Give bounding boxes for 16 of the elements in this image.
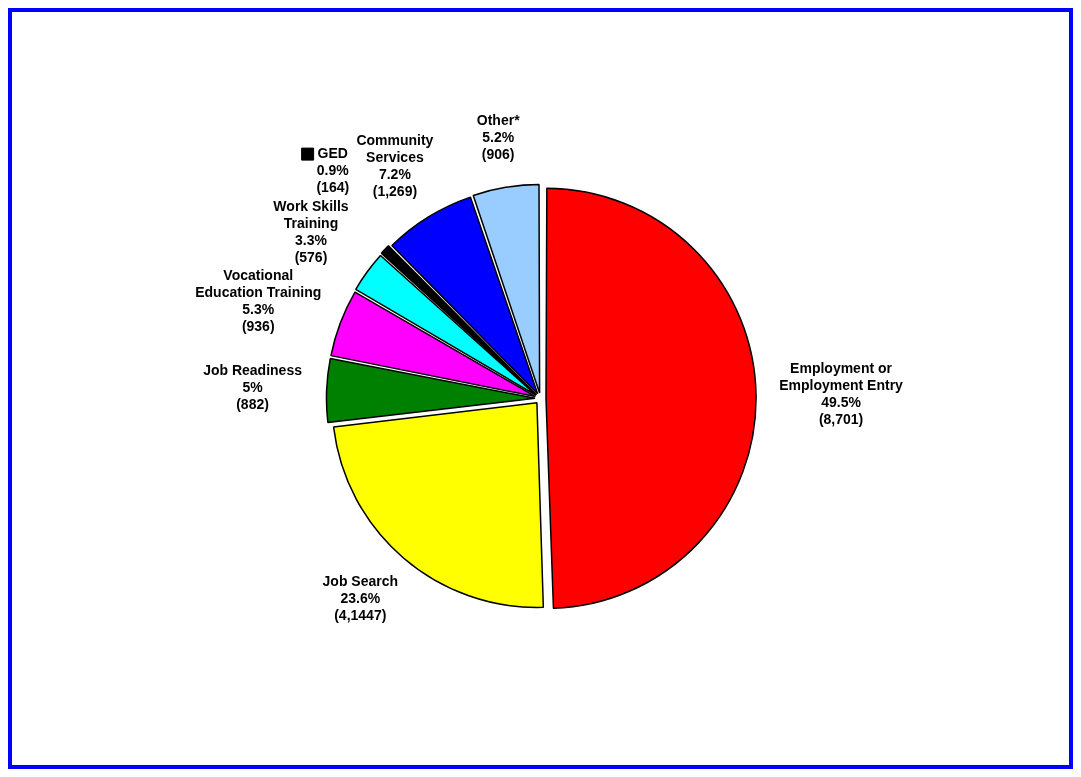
data-label: 5% (882)	[236, 379, 269, 413]
slice-label: Work Skills Training	[273, 198, 349, 232]
data-label: 49.5% (8,701)	[818, 393, 864, 427]
slice-label: Employment or Employment Entry	[779, 359, 904, 393]
data-label: 7.2% (1,269)	[372, 165, 418, 199]
slice-label: Vocational Education Training	[195, 267, 322, 301]
data-label: 3.3% (576)	[294, 232, 328, 266]
slice-label: Community Services	[356, 131, 434, 165]
legend-label: GED	[317, 144, 348, 161]
data-label: 5.3% (936)	[241, 301, 275, 335]
slice-label: Job Search	[322, 572, 399, 589]
data-label: 5.2% (906)	[481, 128, 515, 162]
slice-label: Other*	[476, 111, 521, 128]
data-label: 0.9% (164)	[316, 161, 350, 195]
data-label: 23.6% (4,1447)	[334, 589, 387, 623]
slice-label: Job Readiness	[203, 362, 303, 379]
